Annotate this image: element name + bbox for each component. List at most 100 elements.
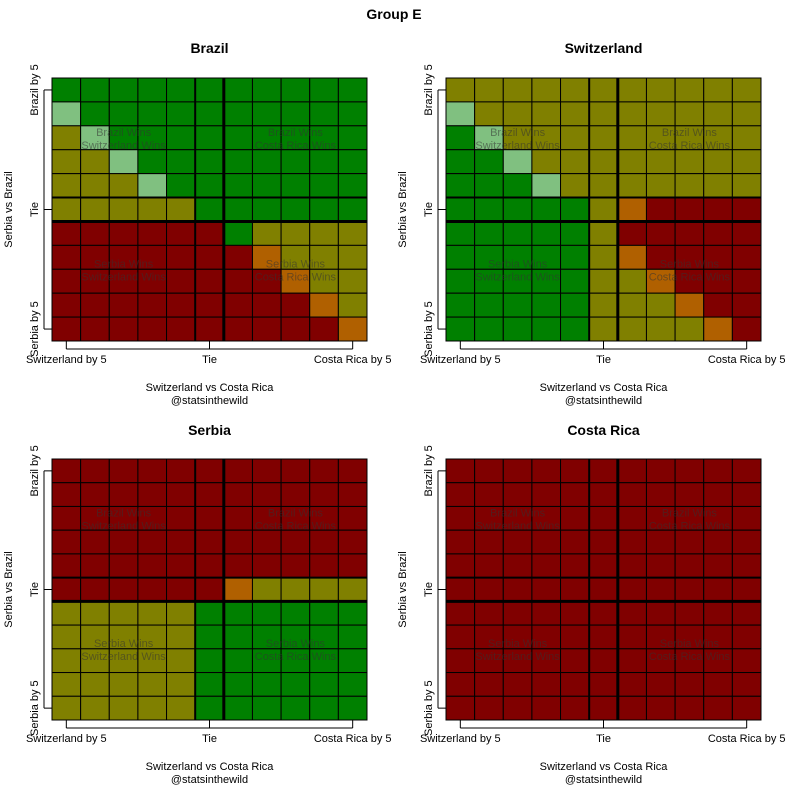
heatmap-cell <box>166 648 196 674</box>
heatmap-cell <box>166 173 196 199</box>
heatmap-cell <box>309 149 339 175</box>
credit-label: @statsinthewild <box>171 395 248 407</box>
heatmap-cell <box>337 505 368 531</box>
heatmap-cell <box>531 173 562 199</box>
heatmap-cell <box>280 577 311 602</box>
heatmap-cell <box>309 173 339 199</box>
heatmap-cell <box>645 672 676 697</box>
heatmap-cell <box>731 529 762 555</box>
heatmap-cell <box>703 173 733 199</box>
heatmap-cell <box>80 672 110 697</box>
heatmap-cell <box>674 553 705 579</box>
heatmap-cell <box>166 292 196 318</box>
heatmap-cell <box>617 529 647 555</box>
heatmap-cell <box>703 553 733 579</box>
heatmap-cell <box>502 672 533 697</box>
heatmap-cell <box>80 292 110 318</box>
heatmap-cell <box>617 648 647 674</box>
x-tick-label: Tie <box>202 354 217 366</box>
heatmap-cell <box>280 482 311 507</box>
heatmap-cell <box>474 77 504 103</box>
heatmap-cell <box>617 268 647 294</box>
heatmap-cell <box>280 695 311 721</box>
heatmap-cell <box>560 268 590 294</box>
heatmap-cell <box>166 77 196 103</box>
heatmap-cell <box>703 577 733 602</box>
heatmap-cell <box>223 197 253 222</box>
heatmap-cell <box>731 505 762 531</box>
heatmap-cell <box>166 505 196 531</box>
heatmap-cell <box>223 624 253 650</box>
heatmap-cell <box>645 220 676 246</box>
heatmap-cell <box>251 101 282 127</box>
heatmap-cell <box>445 268 476 294</box>
heatmap-cell <box>445 101 476 127</box>
y-axis-label: Serbia vs Brazil <box>397 171 409 247</box>
region-label-top-left: Switzerland Wins <box>81 520 166 532</box>
heatmap-cell <box>560 529 590 555</box>
heatmap-cell <box>445 529 476 555</box>
heatmap-cell <box>251 220 282 246</box>
heatmap-cell <box>502 553 533 579</box>
heatmap-cell <box>337 624 368 650</box>
heatmap-cell <box>337 577 368 602</box>
heatmap-cell <box>194 101 225 127</box>
heatmap-cell <box>80 77 110 103</box>
heatmap-cell <box>337 292 368 318</box>
heatmap-cell <box>617 101 647 127</box>
heatmap-cell <box>337 173 368 199</box>
region-label-bottom-right: Serbia Wins <box>266 638 326 650</box>
heatmap-cell <box>645 101 676 127</box>
heatmap-cell <box>137 529 168 555</box>
heatmap-cell <box>502 101 533 127</box>
region-label-bottom-right: Serbia Wins <box>266 258 326 270</box>
heatmap-cell <box>223 77 253 103</box>
heatmap-cell <box>445 244 476 270</box>
heatmap-cell <box>194 173 225 199</box>
heatmap-cell <box>531 600 562 626</box>
heatmap-cell <box>194 553 225 579</box>
heatmap-cell <box>474 458 504 484</box>
heatmap-cell <box>560 244 590 270</box>
figure-title: Group E <box>366 6 421 22</box>
heatmap-cell <box>108 695 139 721</box>
heatmap-cell <box>588 220 619 246</box>
heatmap-cell <box>617 77 647 103</box>
heatmap-cell <box>166 316 196 342</box>
heatmap-cell <box>51 648 82 674</box>
heatmap-cell <box>731 577 762 602</box>
heatmap-cell <box>560 77 590 103</box>
heatmap-cell <box>560 101 590 127</box>
heatmap-cell <box>251 529 282 555</box>
heatmap-cell <box>108 220 139 246</box>
heatmap-cell <box>51 197 82 222</box>
heatmap-cell <box>108 482 139 507</box>
heatmap-cell <box>51 529 82 555</box>
region-label-bottom-right: Costa Rica Wins <box>255 651 337 663</box>
heatmap-cell <box>309 672 339 697</box>
heatmap-cell <box>137 600 168 626</box>
heatmap-cell <box>674 101 705 127</box>
heatmap-cell <box>674 577 705 602</box>
heatmap-cell <box>108 197 139 222</box>
heatmap-cell <box>51 268 82 294</box>
heatmap-cell <box>223 101 253 127</box>
y-tick-label: Serbia by 5 <box>423 680 435 736</box>
heatmap-cell <box>166 268 196 294</box>
heatmap-cell <box>166 672 196 697</box>
heatmap-cell <box>137 220 168 246</box>
heatmap-cell <box>51 101 82 127</box>
heatmap-cell <box>731 268 762 294</box>
heatmap-cell <box>194 149 225 175</box>
region-label-top-right: Costa Rica Wins <box>649 520 731 532</box>
heatmap-cell <box>703 316 733 342</box>
heatmap-cell <box>137 458 168 484</box>
heatmap-cell <box>588 173 619 199</box>
heatmap-cell <box>474 672 504 697</box>
heatmap-cell <box>502 482 533 507</box>
heatmap-cell <box>309 529 339 555</box>
heatmap-cell <box>80 173 110 199</box>
heatmap-cell <box>588 458 619 484</box>
heatmap-cell <box>337 244 368 270</box>
